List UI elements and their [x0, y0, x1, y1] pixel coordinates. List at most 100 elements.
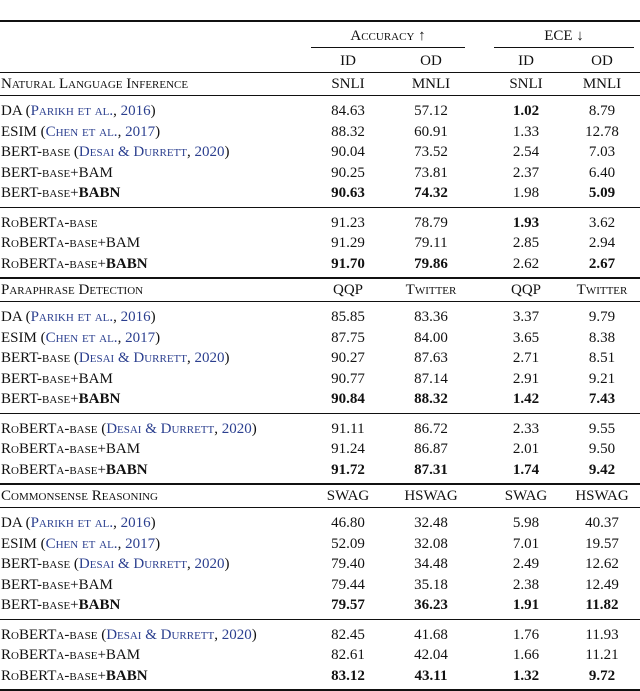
value-cell: 82.45 — [305, 618, 391, 645]
model-row: RoBERTa-base+BABN 91.70 79.86 2.62 2.67 — [0, 254, 640, 279]
spacer — [471, 72, 489, 96]
dataset-name: MNLI — [391, 72, 472, 96]
value-cell: 36.23 — [414, 597, 448, 613]
label-text: BABN — [105, 255, 148, 272]
model-row: BERT-base+BAM 90.77 87.14 2.91 9.21 — [0, 369, 640, 390]
dataset-name: QQP — [488, 277, 565, 302]
group-label: ECE ↓ — [494, 26, 635, 48]
label-text: ) — [150, 515, 156, 531]
label-text: BERT-base ( — [1, 350, 79, 366]
model-row: RoBERTa-base+BAM 91.24 86.87 2.01 9.50 — [0, 439, 640, 460]
model-row: BERT-base+BAM 79.44 35.18 2.38 12.49 — [0, 575, 640, 596]
label-text: RoBERTa-base — [1, 214, 98, 231]
value-cell: 1.33 — [512, 123, 540, 140]
value-cell: 91.70 — [331, 255, 365, 272]
label-text: BABN — [105, 667, 148, 684]
value-cell: 1.74 — [512, 461, 540, 478]
value-cell: 90.63 — [331, 185, 365, 201]
label-text: ) — [224, 350, 230, 366]
value-cell: 11.93 — [564, 618, 640, 645]
label-text: ) — [150, 103, 156, 119]
section-row: Natural Language Inference SNLI MNLI SNLI MN… — [0, 72, 640, 96]
value-cell: 57.12 — [414, 103, 448, 119]
label-text: , — [214, 420, 222, 437]
value-cell: 19.57 — [585, 535, 619, 552]
spacer — [471, 233, 488, 254]
value-cell: 84.00 — [414, 329, 448, 346]
model-label: RoBERTa-base+BAM — [0, 233, 305, 254]
label-text: RoBERTa-base+ — [1, 461, 106, 478]
header-row: Accuracy ↑ ECE ↓ — [0, 20, 640, 50]
spacer — [471, 645, 488, 666]
value-cell: 9.21 — [588, 370, 616, 387]
citation: 2017 — [125, 123, 156, 140]
label-text: ) — [251, 420, 257, 437]
value-cell: 83.12 — [305, 665, 391, 691]
value-cell: 34.48 — [414, 556, 448, 572]
citation: 2020 — [194, 556, 225, 572]
value-cell: 6.40 — [588, 164, 616, 181]
dataset-name: HSWAG — [564, 483, 640, 508]
citation: Desai & Durrett — [78, 350, 187, 366]
model-label: RoBERTa-base+BABN — [0, 665, 305, 691]
section-title: Natural Language Inference — [0, 72, 305, 96]
label-text: RoBERTa-base+BAM — [1, 647, 141, 663]
value-cell: 32.08 — [414, 535, 448, 552]
model-label: DA (Parikh et al., 2016) — [0, 302, 305, 328]
model-label: ESIM (Chen et al., 2017) — [0, 122, 305, 143]
spacer — [471, 328, 488, 349]
citation: Chen et al. — [45, 535, 118, 552]
citation: Desai & Durrett — [78, 556, 187, 572]
spacer — [471, 302, 488, 328]
label-text: BABN — [78, 597, 121, 613]
value-cell: 86.72 — [391, 412, 472, 439]
value-cell: 88.32 — [414, 391, 448, 407]
value-cell: 88.32 — [331, 123, 365, 140]
spacer — [471, 96, 488, 122]
value-cell: 2.33 — [488, 412, 565, 439]
label-text: , — [117, 535, 126, 552]
value-cell: 73.81 — [414, 164, 448, 181]
citation: Chen et al. — [45, 123, 118, 140]
value-cell: 12.78 — [585, 123, 619, 140]
group-header: Accuracy ↑ — [305, 20, 472, 50]
value-cell: 9.72 — [564, 665, 640, 691]
spacer — [471, 122, 488, 143]
model-row: RoBERTa-base+BABN 83.12 43.11 1.32 9.72 — [0, 665, 640, 691]
spacer — [471, 412, 489, 439]
label-text: BERT-base+ — [1, 185, 79, 201]
model-label: RoBERTa-base (Desai & Durrett, 2020) — [0, 618, 305, 645]
spacer — [471, 508, 488, 534]
model-row: BERT-base+BAM 90.25 73.81 2.37 6.40 — [0, 163, 640, 184]
label-text: ) — [251, 626, 257, 643]
value-cell: 46.80 — [331, 515, 365, 531]
value-cell: 1.98 — [512, 185, 540, 201]
value-cell: 84.63 — [331, 103, 365, 119]
label-text: , — [113, 515, 121, 531]
value-cell: 90.27 — [331, 350, 365, 366]
table-body: Accuracy ↑ ECE ↓ ID OD ID OD Natural Lan… — [0, 20, 640, 691]
section-title: Paraphrase Detection — [0, 277, 305, 302]
value-cell: 91.23 — [305, 206, 391, 233]
label-text: ESIM ( — [1, 535, 46, 552]
model-row: RoBERTa-base 91.23 78.79 1.93 3.62 — [0, 206, 640, 233]
model-label: BERT-base+BABN — [0, 595, 305, 619]
model-row: BERT-base+BABN 90.84 88.32 1.42 7.43 — [0, 389, 640, 413]
dataset-name: SWAG — [305, 483, 391, 508]
value-cell: 2.37 — [512, 164, 540, 181]
value-cell: 9.55 — [564, 412, 640, 439]
value-cell: 8.38 — [588, 329, 616, 346]
section-row: Commonsense Reasoning SWAG HSWAG SWAG HSWAG — [0, 483, 640, 508]
value-cell: 43.11 — [391, 665, 472, 691]
label-text: , — [113, 103, 121, 119]
model-label: DA (Parikh et al., 2016) — [0, 508, 305, 534]
model-row: RoBERTa-base (Desai & Durrett, 2020) 91.1… — [0, 412, 640, 439]
spacer — [471, 554, 488, 575]
spacer — [471, 389, 488, 413]
model-row: ESIM (Chen et al., 2017) 88.32 60.91 1.33 12… — [0, 122, 640, 143]
label-text: BERT-base ( — [1, 556, 79, 572]
value-cell: 1.76 — [488, 618, 565, 645]
model-row: DA (Parikh et al., 2016) 85.85 83.36 3.37 9.… — [0, 302, 640, 328]
label-text: , — [113, 309, 121, 325]
